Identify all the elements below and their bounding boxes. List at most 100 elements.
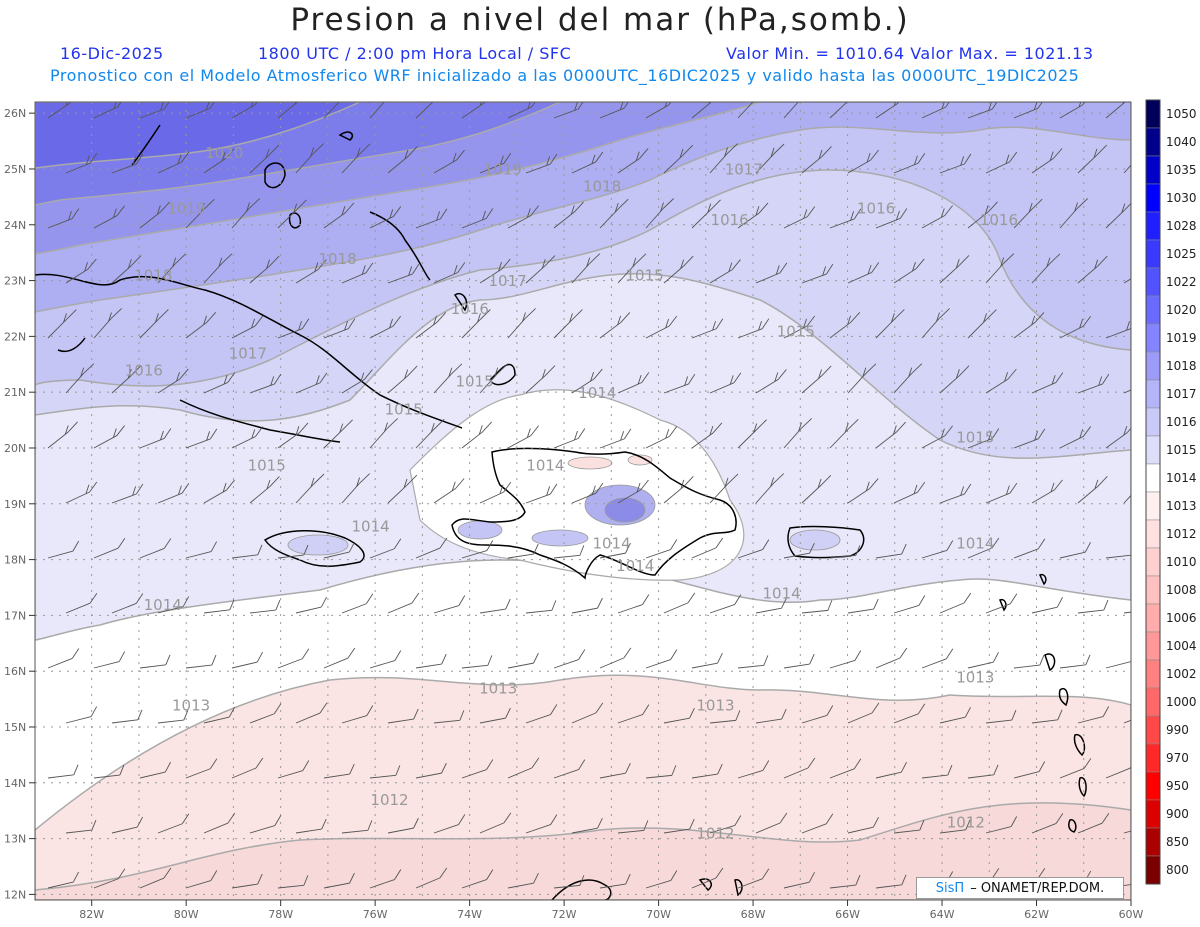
wind-barb	[277, 422, 309, 449]
wind-barb	[599, 647, 632, 669]
wind-barb	[525, 255, 556, 284]
wind-barb	[847, 149, 879, 174]
colorbar-label: 1015	[1166, 443, 1197, 457]
wind-barb	[295, 702, 328, 724]
wind-barb	[553, 201, 584, 229]
wind-barb	[847, 262, 880, 284]
wind-barb	[985, 593, 1018, 614]
wind-barb	[755, 262, 788, 284]
wind-barb	[47, 871, 79, 889]
wind-barb	[709, 143, 739, 174]
lon-tick-label: 60W	[1119, 908, 1144, 921]
wind-barb	[985, 368, 1017, 394]
wind-barb	[277, 102, 299, 119]
wind-barb	[645, 102, 672, 119]
wind-barb	[829, 208, 862, 229]
wind-barb	[249, 815, 282, 834]
wind-barb	[921, 648, 954, 669]
wind-barb	[111, 365, 142, 394]
wind-barb	[231, 102, 258, 119]
lon-tick-label: 68W	[741, 908, 766, 921]
wind-barb	[829, 758, 862, 779]
wind-barb	[1031, 596, 1063, 614]
wind-barb	[461, 102, 486, 119]
wind-barb	[65, 363, 95, 394]
wind-barb	[369, 315, 402, 339]
wind-barb	[461, 208, 494, 229]
wind-barb	[93, 764, 125, 779]
wind-barb	[433, 710, 465, 724]
wind-barb	[185, 654, 217, 669]
contour-label: 1016	[711, 211, 749, 229]
colorbar-label: 1030	[1166, 191, 1197, 205]
wind-barb	[617, 148, 649, 174]
wind-barb	[185, 198, 215, 229]
wind-barb	[829, 312, 861, 339]
lon-tick-label: 78W	[268, 908, 293, 921]
wind-barb	[755, 143, 785, 174]
wind-barb	[783, 102, 799, 119]
wind-barb	[691, 537, 724, 559]
wind-barb	[461, 655, 493, 669]
wind-barb	[875, 421, 906, 449]
wind-barb	[277, 760, 310, 779]
lon-tick-label: 72W	[552, 908, 577, 921]
wind-barb	[433, 262, 466, 284]
wind-barb	[185, 758, 218, 779]
pressure-cell-7	[627, 454, 653, 466]
wind-barb	[507, 757, 540, 779]
wind-barb	[507, 543, 539, 559]
colorbar-swatch	[1145, 99, 1161, 129]
wind-barb	[369, 765, 401, 779]
wind-barb	[921, 308, 950, 339]
wind-barb	[691, 867, 724, 889]
longitude-axis: 82W 80W 78W 76W 74W 72W 70W 68W 66W 64W 62W 60W	[79, 908, 1143, 921]
wind-barb	[1123, 719, 1131, 724]
wind-barb	[939, 365, 970, 394]
wind-barb	[65, 592, 98, 614]
colorbar-swatch	[1145, 715, 1161, 745]
wind-barb	[93, 308, 122, 339]
wind-barb	[939, 483, 972, 504]
wind-barb	[47, 208, 80, 229]
wind-barb	[1077, 255, 1108, 284]
forecast-time: 1800 UTC / 2:00 pm Hora Local / SFC	[258, 44, 572, 63]
wind-barb	[185, 312, 217, 339]
wind-barb	[249, 255, 280, 284]
wind-barb	[801, 705, 834, 724]
wind-barb	[295, 372, 328, 394]
map-title: Presion a nivel del mar (hPa,somb.)	[290, 2, 910, 38]
colorbar-swatch	[1145, 295, 1161, 325]
pressure-cell-6	[567, 456, 613, 470]
wind-barb	[295, 259, 327, 284]
colorbar-swatch	[1145, 631, 1161, 661]
wind-barb	[295, 143, 325, 174]
wind-barb	[709, 259, 741, 284]
lat-tick-label: 14N	[4, 777, 26, 790]
wind-barb	[479, 152, 512, 174]
wind-barb	[1123, 278, 1131, 284]
wind-barb	[507, 205, 539, 229]
pressure-cell-2	[457, 520, 503, 540]
colorbar-label: 1000	[1166, 695, 1197, 709]
wind-barb	[829, 545, 861, 559]
colorbar-label: 1017	[1166, 387, 1197, 401]
wind-barb	[783, 206, 816, 229]
wind-barb	[737, 655, 769, 669]
wind-barb	[985, 151, 1018, 174]
wind-barb	[1105, 321, 1131, 339]
colorbar-swatch	[1145, 743, 1161, 773]
wind-barb	[1031, 372, 1064, 394]
wind-barb	[185, 428, 218, 449]
wind-barb	[507, 652, 539, 669]
colorbar-label: 1018	[1166, 359, 1197, 373]
wind-barb	[1031, 253, 1061, 284]
wind-barb	[663, 144, 694, 174]
colorbar-swatch	[1145, 575, 1161, 605]
wind-barb	[461, 759, 494, 779]
wind-barb	[755, 473, 785, 504]
wind-barb	[65, 152, 98, 174]
wind-barb	[663, 255, 694, 284]
colorbar-label: 990	[1166, 723, 1189, 737]
wind-barb	[847, 598, 879, 614]
